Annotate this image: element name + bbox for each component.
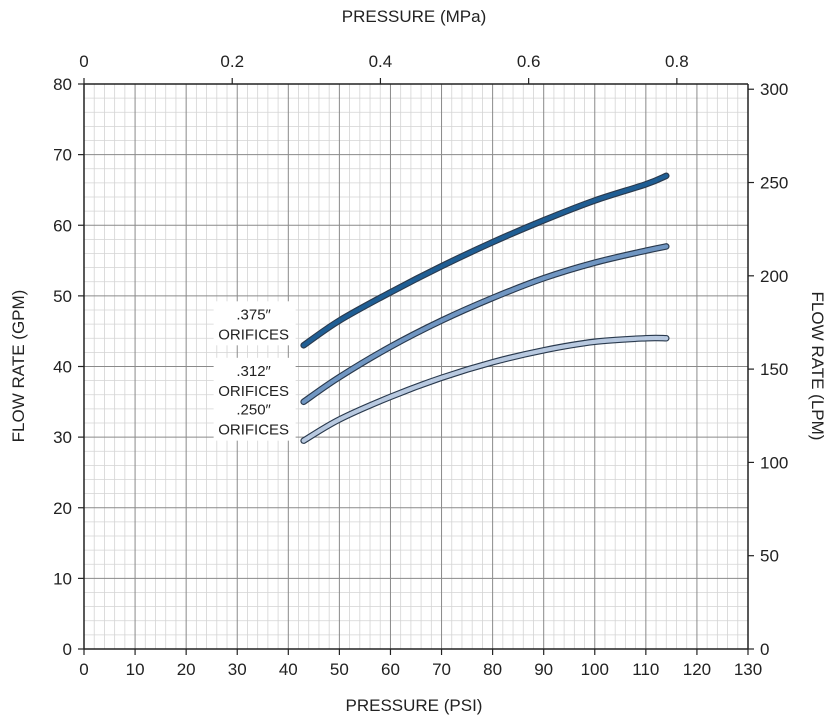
x-top-tick-label: 0.8 (665, 52, 689, 71)
x-top-tick-label: 0.4 (369, 52, 393, 71)
y-right-tick-label: 50 (760, 547, 779, 566)
y-left-tick-label: 10 (53, 569, 72, 588)
series-line (301, 173, 669, 348)
y-right-tick-label: 200 (760, 267, 788, 286)
x-bottom-tick-label: 40 (279, 660, 298, 679)
series-line-1 (300, 243, 670, 406)
x-top-tick-label: 0 (79, 52, 88, 71)
y-left-tick-label: 40 (53, 358, 72, 377)
series-label-text: ORIFICES (218, 422, 289, 439)
x-bottom-tick-label: 110 (632, 660, 659, 679)
y-axis-right-title: FLOW RATE (LPM) (808, 292, 827, 441)
series-line-outline (300, 334, 670, 444)
x-bottom-tick-label: 30 (228, 660, 247, 679)
series-line-2 (300, 334, 670, 444)
y-right-tick-label: 100 (760, 453, 788, 472)
x-bottom-tick-label: 120 (683, 660, 711, 679)
series-label-0: .375″ ORIFICES (213, 301, 296, 346)
y-left-tick-label: 50 (53, 287, 72, 306)
y-right-tick-label: 150 (760, 360, 788, 379)
series-label-2: .250″ ORIFICES (213, 396, 296, 441)
grid (83, 83, 749, 650)
series-label-1: .312″ ORIFICES (213, 357, 296, 402)
series-lines (300, 172, 670, 444)
series-label-text: .375″ (236, 306, 271, 323)
x-axis-bottom-title: PRESSURE (PSI) (346, 696, 483, 715)
series-label-text: ORIFICES (218, 383, 289, 400)
y-left-tick-label: 30 (53, 428, 72, 447)
x-bottom-tick-label: 100 (581, 660, 609, 679)
y-left-tick-label: 0 (63, 640, 72, 659)
x-bottom-tick-label: 130 (734, 660, 762, 679)
series-label-text: .250″ (236, 402, 271, 419)
x-bottom-tick-label: 80 (483, 660, 502, 679)
x-bottom-tick-label: 0 (79, 660, 88, 679)
x-top-tick-label: 0.6 (517, 52, 541, 71)
series-label-text: .312″ (236, 363, 271, 380)
x-bottom-tick-label: 20 (177, 660, 196, 679)
series-line (301, 244, 669, 404)
x-top-tick-label: 0.2 (220, 52, 244, 71)
x-bottom-tick-label: 10 (126, 660, 145, 679)
series-labels: .375″ ORIFICES .312″ ORIFICES .250″ ORIFICES (213, 301, 296, 441)
y-left-tick-label: 70 (53, 146, 72, 165)
x-bottom-tick-label: 70 (432, 660, 451, 679)
x-bottom-tick-label: 90 (534, 660, 553, 679)
series-line (301, 335, 669, 443)
series-label-bg (213, 301, 296, 346)
y-right-tick-label: 0 (760, 640, 769, 659)
series-line-0 (300, 172, 670, 349)
series-label-text: ORIFICES (218, 326, 289, 343)
y-right-tick-label: 250 (760, 174, 788, 193)
y-left-tick-label: 60 (53, 216, 72, 235)
x-axis-top-title: PRESSURE (MPa) (342, 7, 487, 26)
y-left-tick-label: 80 (53, 75, 72, 94)
x-bottom-tick-label: 50 (330, 660, 349, 679)
y-axis-left-title: FLOW RATE (GPM) (9, 290, 28, 443)
series-label-bg (213, 357, 296, 402)
x-bottom-tick-label: 60 (381, 660, 400, 679)
series-label-bg (213, 396, 296, 441)
y-right-tick-label: 300 (760, 80, 788, 99)
y-left-tick-label: 20 (53, 499, 72, 518)
